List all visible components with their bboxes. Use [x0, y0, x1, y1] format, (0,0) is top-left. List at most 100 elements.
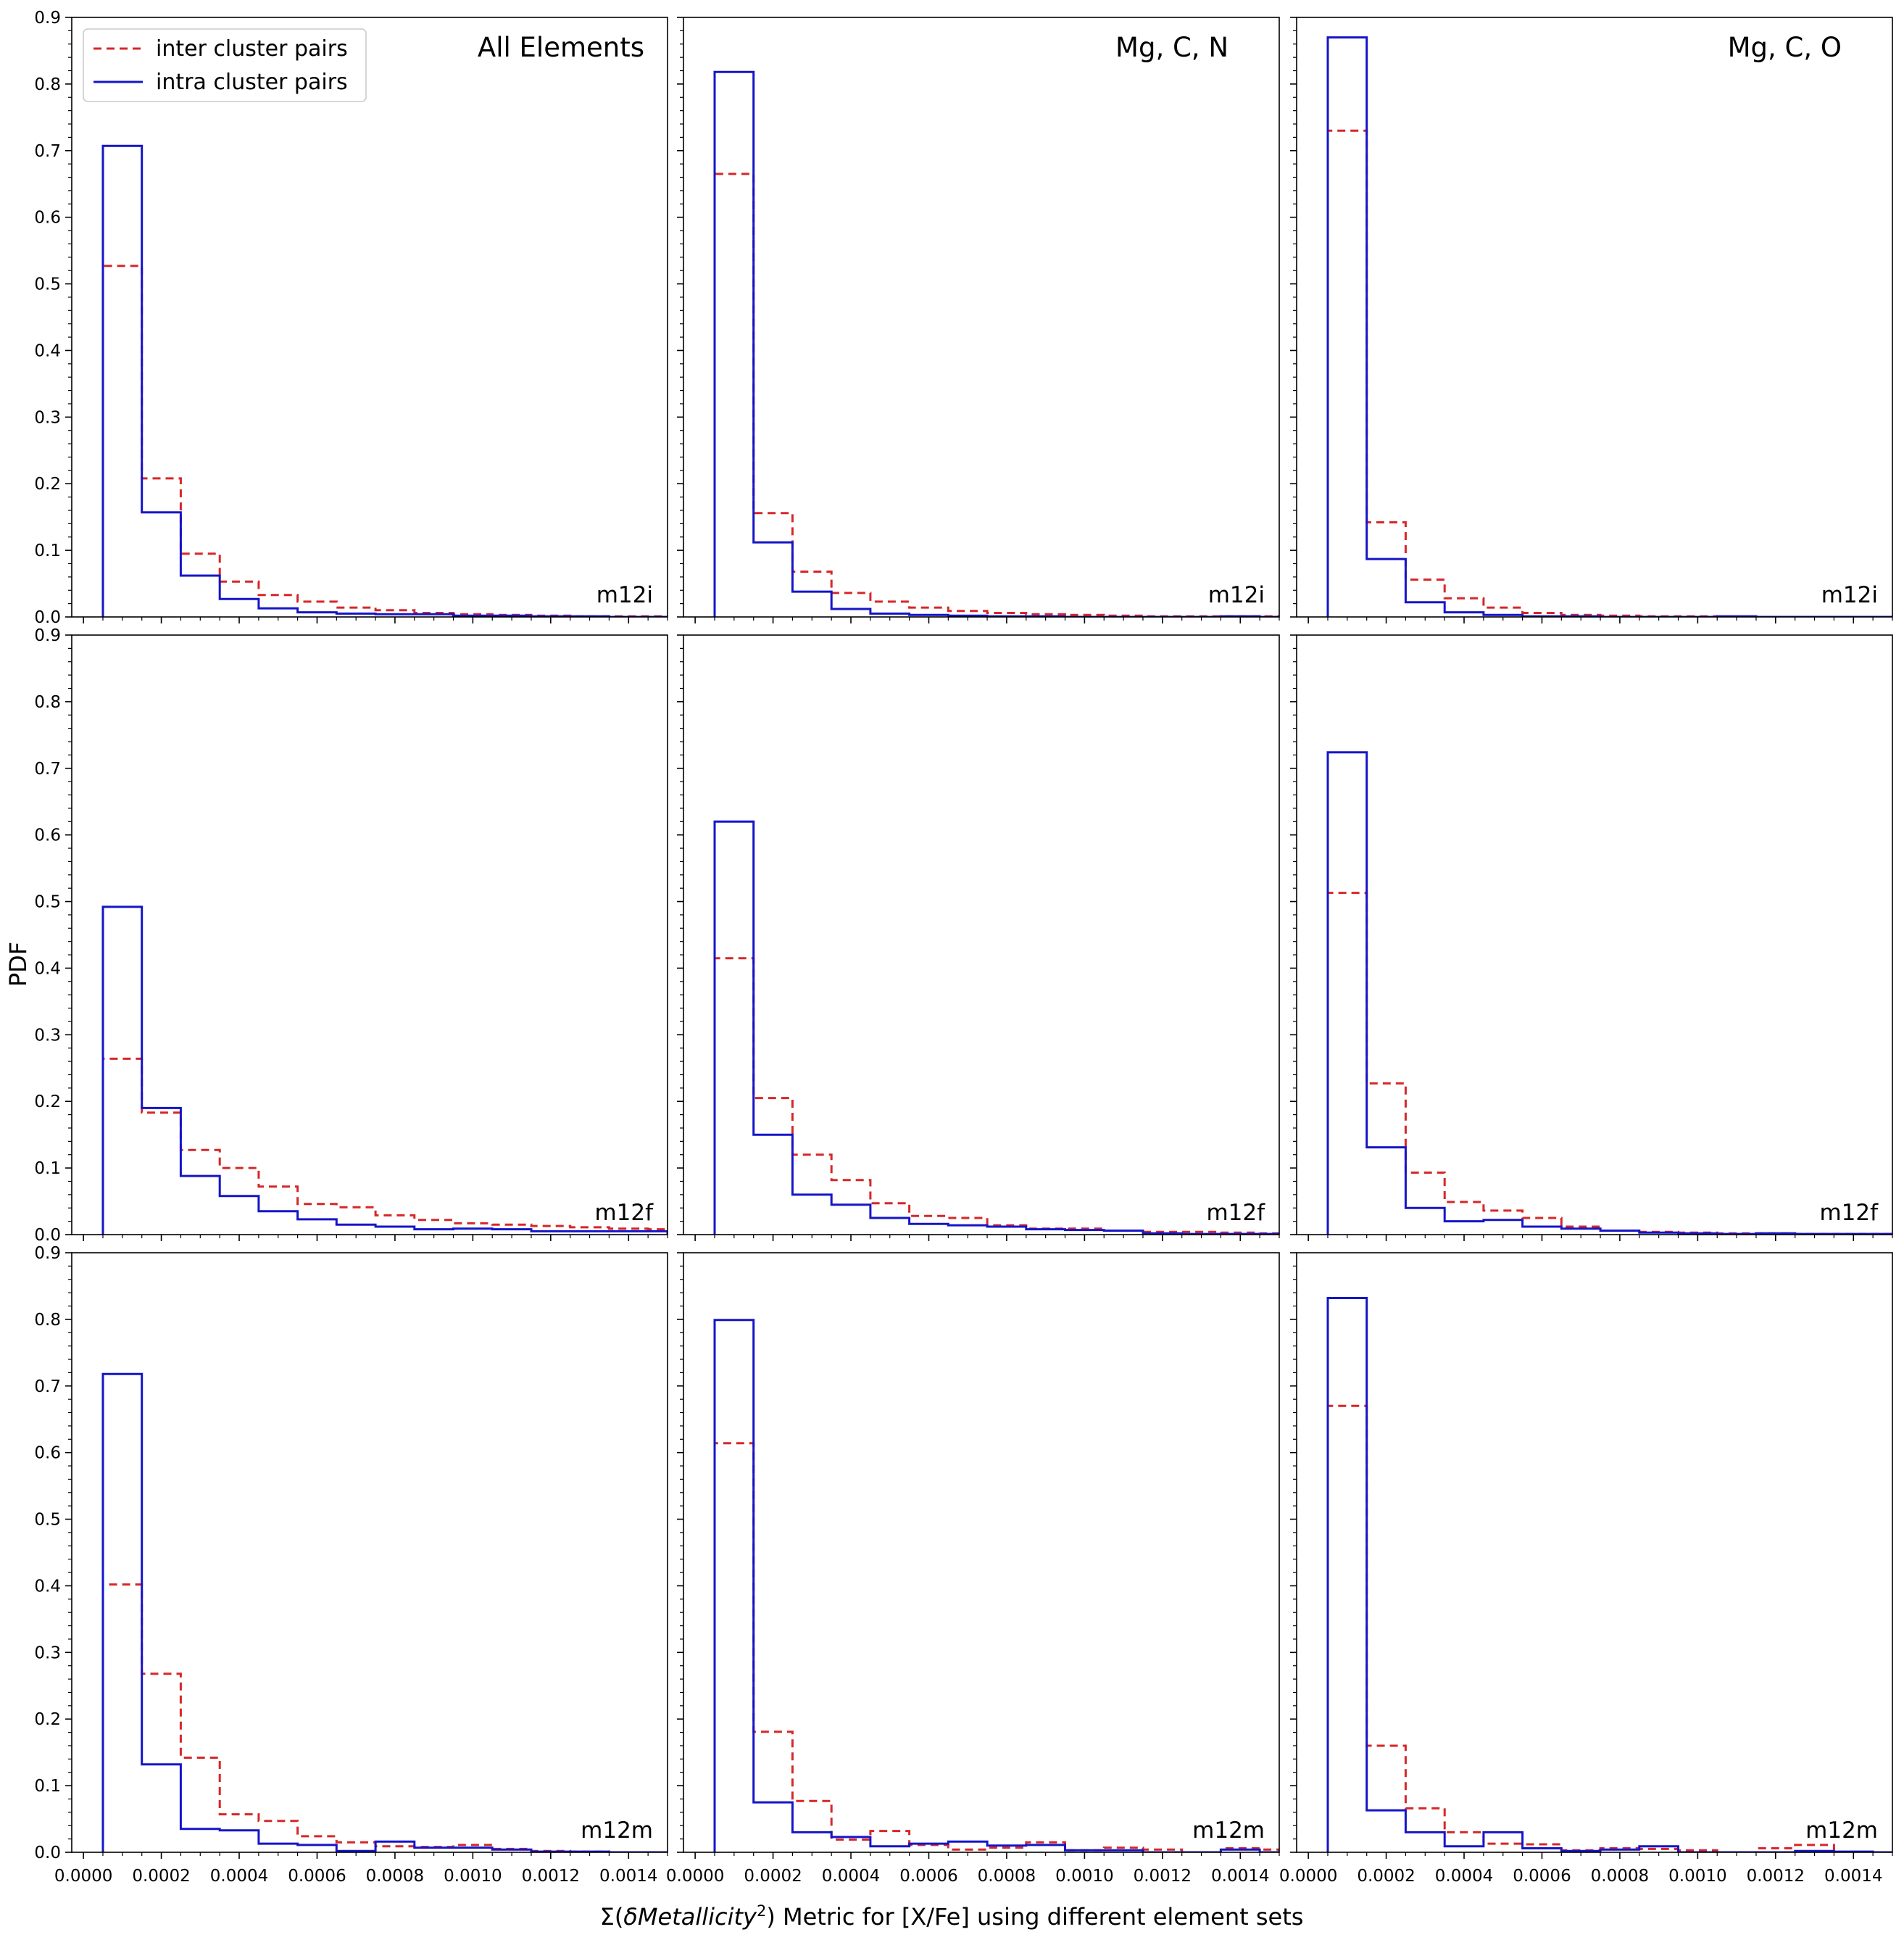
intra-cluster-histogram	[1326, 1297, 1892, 1852]
y-tick-label: 0.3	[34, 1026, 61, 1045]
panel-r2-c1: 0.0000 0.0002 0.0004 0.0006 0.0008 0.0010 0.00…	[666, 1252, 1280, 1886]
y-tick-label: 0.0	[34, 1226, 61, 1245]
element-set-title: Mg, C, O	[1728, 32, 1842, 63]
x-tick-label: 0.0008	[1591, 1867, 1649, 1886]
x-tick-label: 0.0014	[599, 1867, 657, 1886]
y-tick-label: 0.9	[34, 1244, 61, 1263]
y-tick-label: 0.6	[34, 209, 61, 228]
y-tick-label: 0.1	[34, 1777, 61, 1796]
y-tick-label: 0.5	[34, 893, 61, 912]
galaxy-label: m12f	[1819, 1200, 1879, 1226]
x-tick-label: 0.0010	[1668, 1867, 1726, 1886]
panel-frame	[1296, 634, 1893, 1235]
panel-r1-c1: m12f	[677, 634, 1280, 1241]
y-tick-label: 0.6	[34, 826, 61, 845]
x-tick-label: 0.0000	[1279, 1867, 1337, 1886]
galaxy-label: m12m	[581, 1817, 653, 1844]
galaxy-label: m12f	[1206, 1200, 1265, 1226]
x-tick-label: 0.0010	[1055, 1867, 1113, 1886]
y-tick-label: 0.4	[34, 1577, 61, 1596]
intra-cluster-histogram	[101, 1372, 668, 1852]
x-tick-label: 0.0008	[978, 1867, 1036, 1886]
element-set-title: Mg, C, N	[1115, 32, 1229, 63]
intra-cluster-histogram	[713, 70, 1279, 617]
x-tick-label: 0.0004	[822, 1867, 880, 1886]
panel-frame	[71, 17, 668, 618]
legend: inter cluster pairs intra cluster pairs	[83, 28, 367, 102]
y-tick-label: 0.1	[34, 1159, 61, 1178]
y-tick-label: 0.3	[34, 408, 61, 427]
intra-cluster-histogram	[1326, 36, 1892, 617]
x-axis-label: Σ(δMetallicity2) Metric for [X/Fe] using…	[600, 1902, 1304, 1931]
panel-r0-c2-series	[1326, 36, 1892, 617]
inter-cluster-histogram	[713, 173, 1279, 617]
intra-cluster-histogram	[101, 905, 668, 1235]
galaxy-label: m12f	[594, 1200, 654, 1226]
y-tick-label: 0.9	[34, 626, 61, 645]
panel-frame	[1296, 1252, 1893, 1853]
legend-inter-label: inter cluster pairs	[156, 36, 348, 62]
element-set-title: All Elements	[478, 32, 644, 63]
intra-cluster-histogram	[713, 1319, 1279, 1852]
galaxy-label: m12m	[1192, 1817, 1265, 1844]
y-tick-label: 0.8	[34, 75, 61, 94]
x-tick-label: 0.0012	[1134, 1867, 1192, 1886]
y-tick-label: 0.7	[34, 760, 61, 779]
x-tick-label: 0.0000	[666, 1867, 724, 1886]
panel-r1-c0: 0.0 0.1 0.2 0.3 0.4 0.5 0.6 0.7 0.8 0.9 m12f	[34, 626, 668, 1245]
x-tick-label: 0.0006	[288, 1867, 346, 1886]
panel-r2-c2: 0.0000 0.0002 0.0004 0.0006 0.0008 0.0010 0.00…	[1279, 1252, 1893, 1886]
panel-r2-c0-series	[101, 1372, 668, 1852]
x-tick-label: 0.0014	[1824, 1867, 1882, 1886]
panel-frame	[683, 634, 1280, 1235]
galaxy-label: m12i	[1208, 582, 1265, 608]
y-tick-label: 0.0	[34, 1844, 61, 1862]
panel-r0-c0-series	[101, 144, 668, 617]
x-tick-label: 0.0006	[899, 1867, 957, 1886]
galaxy-label: m12m	[1805, 1817, 1878, 1844]
x-tick-label: 0.0006	[1513, 1867, 1571, 1886]
y-tick-label: 0.4	[34, 959, 61, 978]
y-tick-label: 0.9	[34, 9, 61, 28]
galaxy-label: m12i	[596, 582, 653, 608]
panel-r2-c1-series	[713, 1319, 1279, 1852]
x-tick-label: 0.0000	[54, 1867, 112, 1886]
y-tick-label: 0.2	[34, 475, 61, 494]
intra-cluster-histogram	[1326, 751, 1892, 1235]
intra-cluster-histogram	[101, 144, 668, 617]
panel-r1-c2-series	[1326, 751, 1892, 1235]
panel-frame	[1296, 17, 1893, 618]
y-tick-label: 0.0	[34, 608, 61, 627]
legend-box	[83, 28, 367, 102]
y-tick-label: 0.7	[34, 142, 61, 161]
x-tick-label: 0.0012	[1747, 1867, 1805, 1886]
panel-r0-c2: m12i Mg, C, O	[1290, 17, 1893, 623]
x-tick-label: 0.0002	[1357, 1867, 1415, 1886]
panel-frame	[683, 17, 1280, 618]
x-axis-label-superscript: 2	[757, 1902, 766, 1920]
inter-cluster-histogram	[1326, 129, 1892, 617]
x-tick-label: 0.0010	[444, 1867, 502, 1886]
y-tick-label: 0.8	[34, 693, 61, 712]
y-tick-label: 0.5	[34, 1511, 61, 1530]
x-axis-label-italic: δMetallicity	[623, 1903, 757, 1931]
panel-r0-c0: 0.0 0.1 0.2 0.3 0.4 0.5 0.6 0.7 0.8 0.9 m12i All El…	[34, 9, 668, 627]
y-tick-label: 0.5	[34, 275, 61, 294]
x-tick-label: 0.0008	[366, 1867, 424, 1886]
y-tick-label: 0.2	[34, 1093, 61, 1111]
panel-r1-c2: m12f	[1290, 634, 1893, 1241]
x-tick-label: 0.0004	[210, 1867, 268, 1886]
x-axis-label-prefix: Σ(	[600, 1903, 624, 1931]
y-axis-label: PDF	[4, 942, 32, 987]
x-tick-label: 0.0002	[132, 1867, 190, 1886]
inter-cluster-histogram	[713, 1442, 1279, 1852]
legend-intra-label: intra cluster pairs	[156, 70, 348, 95]
galaxy-label: m12i	[1821, 582, 1878, 608]
panel-frame	[683, 1252, 1280, 1853]
panel-grid: 0.0 0.1 0.2 0.3 0.4 0.5 0.6 0.7 0.8 0.9 m12i All El…	[34, 9, 1893, 1886]
panel-r1-c0-series	[101, 905, 668, 1235]
x-axis-label-suffix: ) Metric for [X/Fe] using different elem…	[766, 1903, 1303, 1931]
panel-frame	[71, 634, 668, 1235]
